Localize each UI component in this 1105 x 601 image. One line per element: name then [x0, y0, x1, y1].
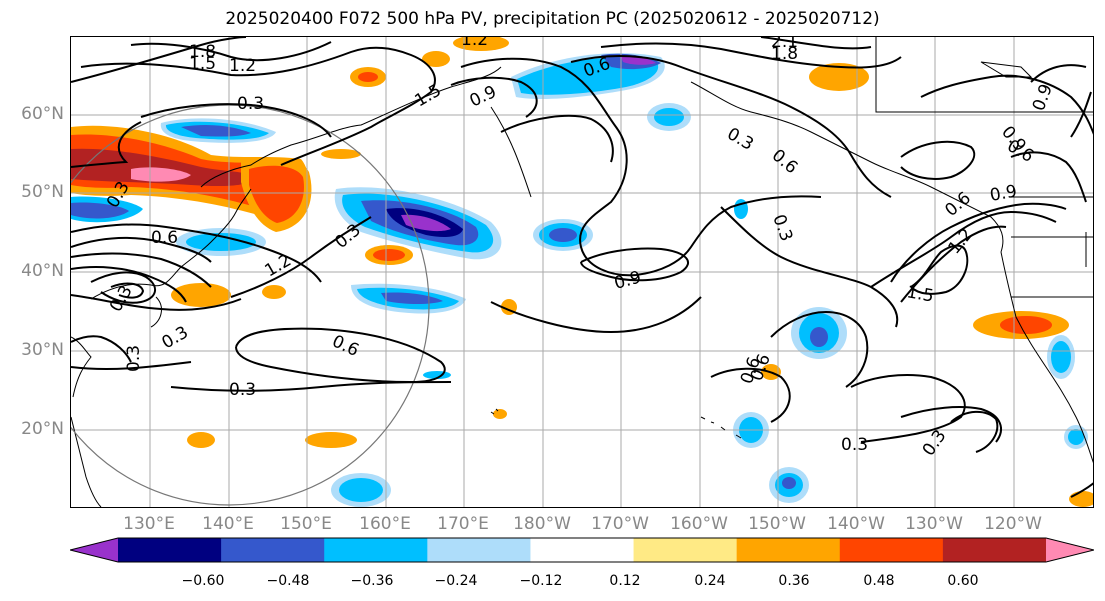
colorbar-tick-label: 0.48 — [863, 573, 895, 589]
lon-label-160w: 160°W — [670, 514, 728, 534]
contour-label: 0.6 — [329, 331, 362, 361]
colorbar-tick-label: −0.24 — [434, 573, 478, 589]
contour-label: 0.3 — [768, 212, 796, 244]
precip-negative-area — [186, 233, 256, 251]
map-title: 2025020400 F072 500 hPa PV, precipitatio… — [225, 9, 880, 29]
precip-positive-area — [249, 165, 304, 223]
precip-positive-area — [187, 432, 215, 448]
colorbar-tick-label: 0.60 — [947, 573, 979, 589]
colorbar-outline — [70, 537, 1094, 563]
colorbar-segment — [736, 538, 841, 562]
precip-positive-area — [373, 249, 405, 261]
precip-shading — [71, 37, 1093, 507]
lat-label-40n: 40°N — [21, 261, 64, 281]
colorbar-tick-label: −0.48 — [266, 573, 310, 589]
precip-negative-area — [1051, 341, 1071, 373]
precip-negative-area — [381, 292, 443, 304]
precip-negative-area — [549, 228, 577, 242]
precip-positive-area — [1000, 316, 1052, 334]
contour-label: 1.2 — [262, 250, 295, 281]
precip-positive-area — [131, 167, 191, 182]
contour-label: 0.9 — [988, 182, 1018, 206]
precip-negative-area — [181, 125, 251, 137]
lat-label-60n: 60°N — [21, 104, 64, 124]
pv-contours — [71, 37, 1093, 498]
contour-label: 2.1 — [771, 37, 798, 52]
precip-negative-area — [810, 327, 828, 347]
colorbar-segment — [118, 538, 222, 562]
colorbar-segment — [427, 538, 531, 562]
contour-label: 1.5 — [905, 282, 935, 306]
colorbar-segment — [839, 538, 944, 562]
precip-positive-area — [71, 148, 256, 187]
lon-label-140e: 140°E — [202, 514, 254, 534]
lon-label-130e: 130°E — [123, 514, 175, 534]
contour-label: 1.8 — [189, 42, 216, 62]
colorbar-tick-label: 0.24 — [694, 573, 726, 589]
contour-label: 0.3 — [124, 345, 144, 372]
contour-label: 0.9 — [467, 82, 500, 112]
precip-negative-area — [654, 108, 684, 126]
contour-label: 1.2 — [945, 225, 978, 259]
map-panel: 1.8 1.5 1.2 0.3 0.3 0.6 0.3 1.2 0.3 0.3 … — [70, 36, 1094, 508]
precip-positive-area — [358, 72, 378, 82]
lon-label-150e: 150°E — [280, 514, 332, 534]
contour-label: 0.3 — [724, 124, 757, 155]
colorbar-segment — [1046, 538, 1094, 562]
lon-label-180w: 180°W — [513, 514, 571, 534]
lon-label-160e: 160°E — [359, 514, 411, 534]
lon-label-140w: 140°W — [827, 514, 885, 534]
lat-label-50n: 50°N — [21, 182, 64, 202]
colorbar-segment — [221, 538, 325, 562]
colorbar-tick-label: 0.12 — [609, 573, 641, 589]
colorbar-segment — [942, 538, 1047, 562]
contour-label: 0.3 — [106, 282, 137, 315]
contour-label: 0.6 — [151, 228, 178, 248]
lat-label-30n: 30°N — [21, 340, 64, 360]
graticule — [71, 37, 1093, 507]
colorbar-segment — [530, 538, 635, 562]
contour-label: 0.6 — [768, 146, 802, 179]
colorbar-segment — [70, 538, 118, 562]
precip-positive-area — [321, 149, 361, 159]
precip-negative-area — [71, 202, 129, 219]
lon-label-170w: 170°W — [591, 514, 649, 534]
colorbar-tick-label: −0.60 — [181, 573, 225, 589]
colorbar-tick-label: −0.36 — [350, 573, 394, 589]
precip-positive-area — [422, 51, 450, 67]
contour-label: 0.3 — [841, 435, 868, 455]
precip-negative-area — [621, 56, 656, 65]
precip-positive-area — [493, 409, 507, 419]
contour-label: 0.3 — [159, 322, 192, 353]
contour-label: 0.3 — [229, 380, 256, 400]
lon-label-130w: 130°W — [905, 514, 963, 534]
colorbar-tick-label: 0.36 — [778, 573, 810, 589]
contour-label: 1.5 — [412, 80, 445, 111]
lon-label-170e: 170°E — [437, 514, 489, 534]
contour-label: 0.3 — [237, 94, 264, 114]
colorbar-segment — [633, 538, 738, 562]
precip-negative-area — [1068, 429, 1084, 445]
contour-label: 1.8 — [771, 44, 798, 64]
lat-label-20n: 20°N — [21, 419, 64, 439]
coastlines — [71, 37, 1093, 507]
precip-positive-area — [453, 37, 509, 51]
precip-positive-area — [305, 432, 357, 448]
colorbar — [70, 537, 1094, 563]
map-canvas: 1.8 1.5 1.2 0.3 0.3 0.6 0.3 1.2 0.3 0.3 … — [71, 37, 1093, 507]
colorbar-segment — [324, 538, 428, 562]
contour-label: 0.9 — [612, 268, 643, 294]
lon-label-120w: 120°W — [984, 514, 1042, 534]
precip-positive-area — [262, 285, 286, 299]
precip-positive-area — [809, 63, 869, 91]
contour-label: 1.2 — [229, 56, 256, 76]
colorbar-segments — [70, 537, 1094, 563]
precip-negative-area — [339, 478, 383, 502]
precip-positive-area — [1069, 491, 1093, 507]
colorbar-tick-label: −0.12 — [519, 573, 563, 589]
contour-label: 1.2 — [461, 37, 488, 50]
precip-negative-area — [782, 477, 796, 489]
contour-label: 1.5 — [189, 54, 216, 74]
lon-label-150w: 150°W — [748, 514, 806, 534]
